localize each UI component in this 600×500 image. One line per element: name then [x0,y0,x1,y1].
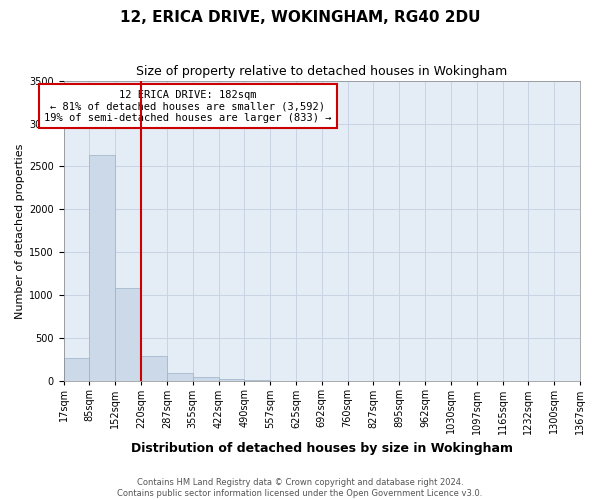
Title: Size of property relative to detached houses in Wokingham: Size of property relative to detached ho… [136,65,508,78]
Bar [244,380,270,381]
Bar [64,358,89,381]
Bar [193,377,218,381]
Y-axis label: Number of detached properties: Number of detached properties [15,143,25,318]
X-axis label: Distribution of detached houses by size in Wokingham: Distribution of detached houses by size … [131,442,513,455]
Text: Contains HM Land Registry data © Crown copyright and database right 2024.
Contai: Contains HM Land Registry data © Crown c… [118,478,482,498]
Bar [89,156,115,381]
Bar [115,288,141,381]
Bar [141,356,167,381]
Text: 12, ERICA DRIVE, WOKINGHAM, RG40 2DU: 12, ERICA DRIVE, WOKINGHAM, RG40 2DU [120,10,480,25]
Bar [167,372,193,381]
Text: 12 ERICA DRIVE: 182sqm
← 81% of detached houses are smaller (3,592)
19% of semi-: 12 ERICA DRIVE: 182sqm ← 81% of detached… [44,90,331,123]
Bar [218,378,244,381]
